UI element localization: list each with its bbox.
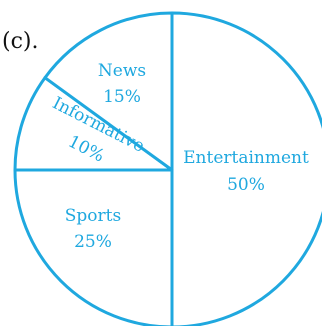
slice-news (43, 11, 174, 172)
slice-percent-news: 15% (103, 87, 141, 107)
slice-entertainment (170, 11, 322, 326)
slice-label-sports: Sports (65, 206, 121, 226)
slice-sports (13, 168, 174, 326)
label-group-news: News 15% (98, 61, 146, 107)
part-label: (c). (2, 29, 38, 54)
slice-label-news: News (98, 61, 146, 81)
slice-percent-entertainment: 50% (227, 175, 265, 195)
slice-label-entertainment: Entertainment (183, 148, 309, 168)
slice-informative (13, 76, 174, 172)
slice-percent-sports: 25% (74, 232, 112, 252)
pie-group: Entertainment50%News15%Informative10%Spo… (13, 11, 322, 326)
label-group-sports: Sports 25% (65, 206, 121, 252)
label-group-entertainment: Entertainment 50% (183, 148, 309, 195)
